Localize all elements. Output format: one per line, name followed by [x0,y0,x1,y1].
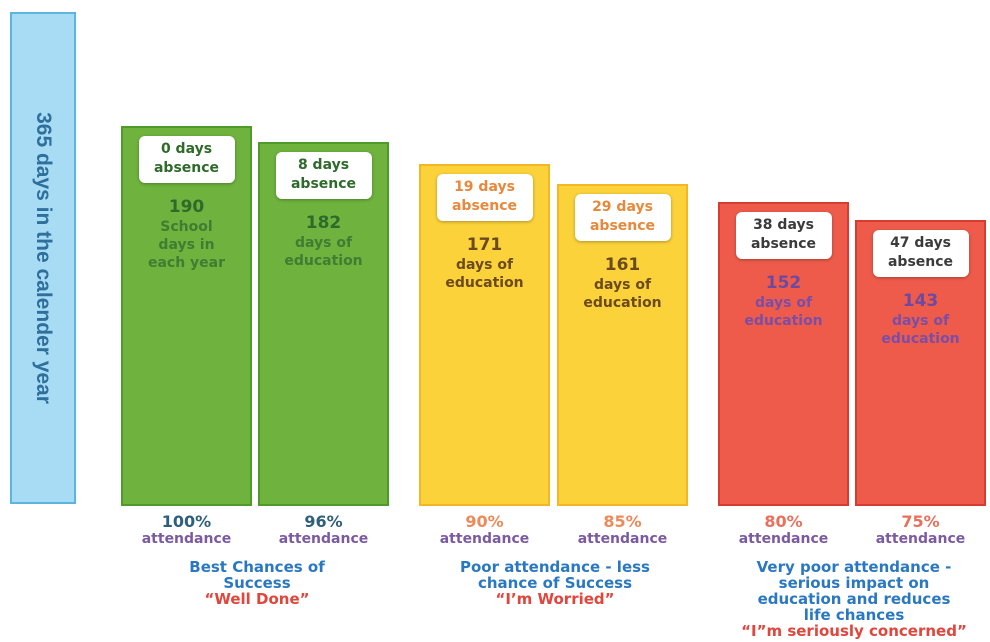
attendance-percent: 85% [603,512,642,531]
absence-days: 8 days [297,157,350,173]
absence-days: 38 days [753,217,814,233]
group-quote: “I’m Worried” [495,590,615,608]
days-value: 190 [168,197,205,217]
bar-96pct: 8 days absence 182 days of education [258,142,389,506]
year-axis-bar: 365 days in the calender year [10,12,76,504]
attendance-label: 90% attendance [419,512,550,547]
bar-80pct: 38 days absence 152 days of education [718,202,849,506]
days-caption: education [744,313,823,329]
days-value: 171 [466,235,503,255]
attendance-word: attendance [875,531,966,547]
absence-badge: 29 days absence [574,194,671,241]
attendance-label: 96% attendance [258,512,389,547]
days-value: 182 [305,213,342,233]
education-days: 152 days of education [724,272,843,330]
days-caption: education [881,331,960,347]
absence-label: absence [153,160,220,176]
education-days: 190 School days in each year [127,196,246,272]
attendance-percent: 90% [465,512,504,531]
days-value: 152 [765,273,802,293]
bar-100pct: 0 days absence 190 School days in each year [121,126,252,506]
group-label-3: Very poor attendance - serious impact on e… [719,559,989,639]
attendance-word: attendance [278,531,369,547]
attendance-label: 85% attendance [557,512,688,547]
attendance-word: attendance [738,531,829,547]
attendance-percent: 75% [901,512,940,531]
absence-badge: 19 days absence [436,174,533,221]
attendance-percent: 80% [764,512,803,531]
education-days: 161 days of education [563,254,682,312]
absence-badge: 47 days absence [872,230,969,277]
absence-badge: 0 days absence [138,136,235,183]
group-quote: “I”m seriously concerned” [741,622,967,640]
absence-days: 19 days [454,179,515,195]
days-caption: education [583,295,662,311]
group-text: serious impact on [778,574,930,592]
group-label-1: Best Chances of Success “Well Done” [137,559,377,607]
education-days: 182 days of education [264,212,383,270]
group-label-2: Poor attendance - less chance of Success “… [435,559,675,607]
days-caption: days in [158,237,215,253]
days-caption: days of [593,277,652,293]
group-text: life chances [803,606,905,624]
days-caption: days of [754,295,813,311]
days-value: 143 [902,291,939,311]
absence-label: absence [589,218,656,234]
bar-75pct: 47 days absence 143 days of education [855,220,986,506]
days-caption: education [445,275,524,291]
bar-90pct: 19 days absence 171 days of education [419,164,550,506]
attendance-word: attendance [577,531,668,547]
education-days: 143 days of education [861,290,980,348]
absence-label: absence [451,198,518,214]
absence-badge: 8 days absence [275,152,372,199]
absence-label: absence [887,254,954,270]
attendance-label: 75% attendance [855,512,986,547]
absence-days: 47 days [890,235,951,251]
group-text: Success [223,574,291,592]
year-axis-label: 365 days in the calender year [32,112,55,404]
group-text: Best Chances of [189,558,325,576]
attendance-label: 80% attendance [718,512,849,547]
days-caption: each year [147,255,226,271]
attendance-label: 100% attendance [121,512,252,547]
days-caption: School [160,219,213,235]
attendance-percent: 96% [304,512,343,531]
absence-days: 0 days [160,141,213,157]
absence-badge: 38 days absence [735,212,832,259]
days-caption: days of [455,257,514,273]
attendance-word: attendance [439,531,530,547]
bar-85pct: 29 days absence 161 days of education [557,184,688,506]
days-value: 161 [604,255,641,275]
absence-days: 29 days [592,199,653,215]
attendance-percent: 100% [161,512,212,531]
group-text: Poor attendance - less [460,558,650,576]
days-caption: education [284,253,363,269]
days-caption: days of [294,235,353,251]
days-caption: days of [891,313,950,329]
group-quote: “Well Done” [204,590,310,608]
group-text: education and reduces [757,590,951,608]
group-text: Very poor attendance - [756,558,952,576]
group-text: chance of Success [477,574,632,592]
education-days: 171 days of education [425,234,544,292]
absence-label: absence [750,236,817,252]
absence-label: absence [290,176,357,192]
attendance-word: attendance [141,531,232,547]
